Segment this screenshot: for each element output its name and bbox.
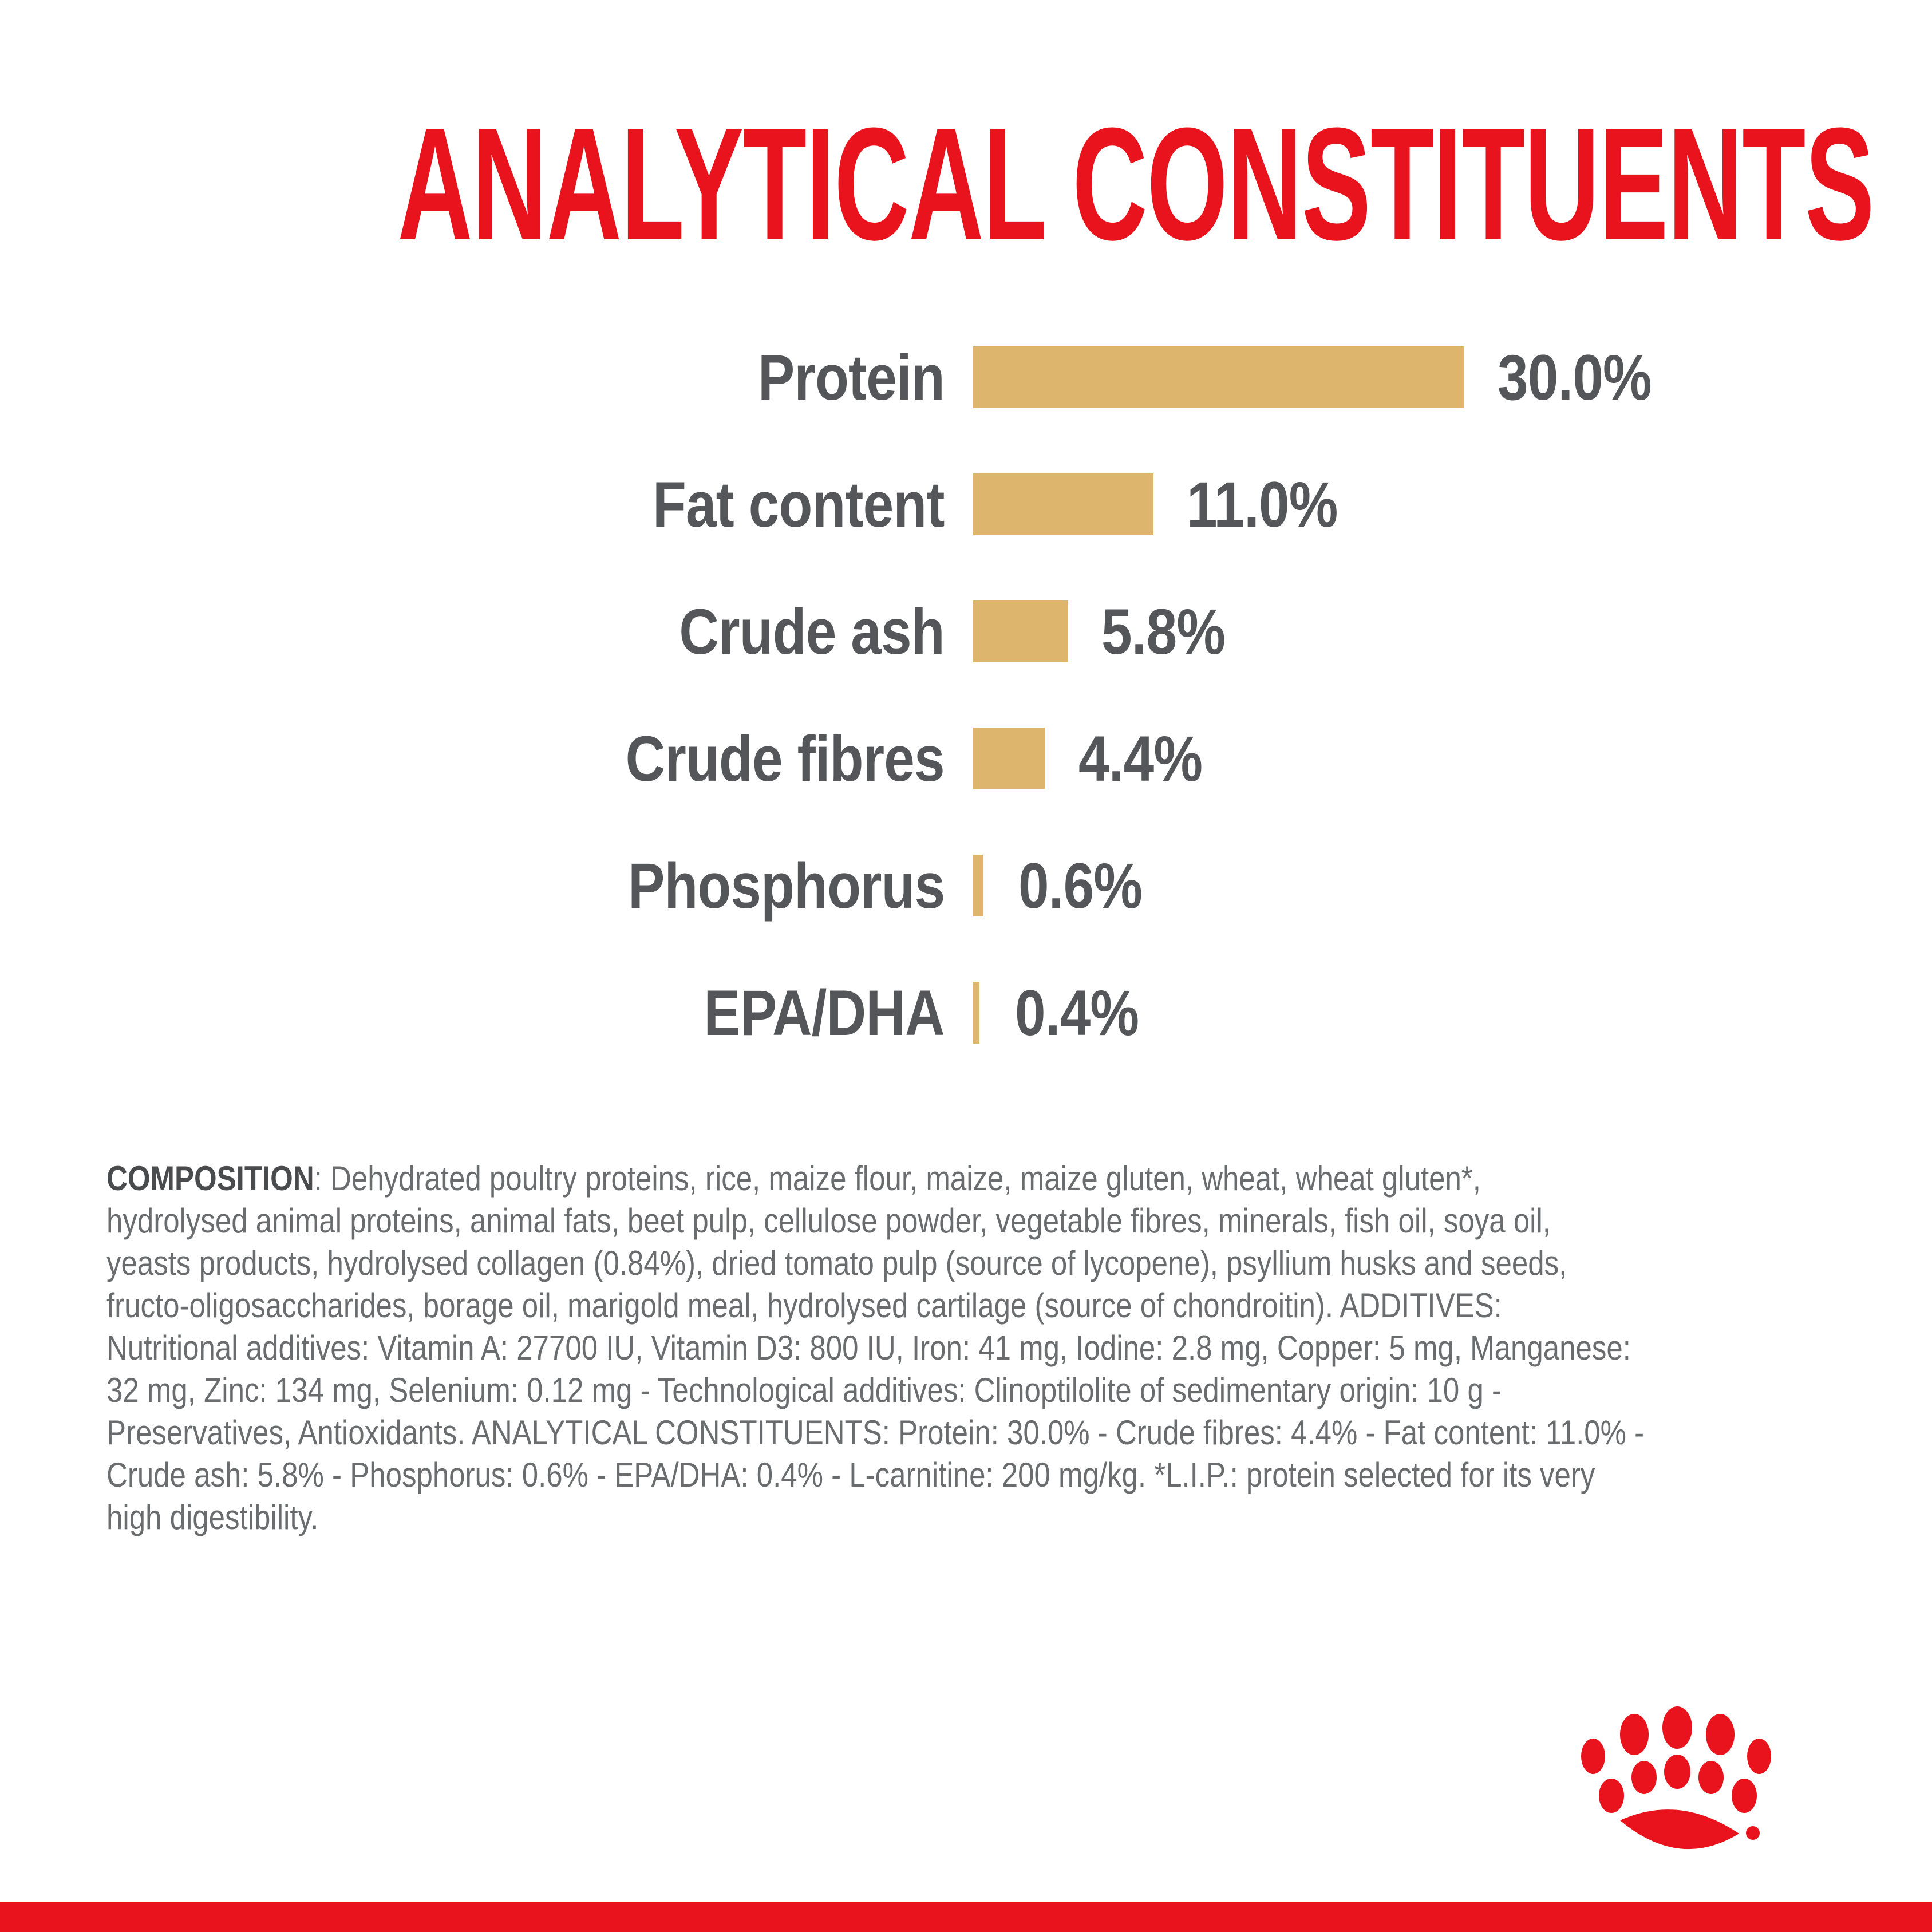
composition-line: Crude ash: 5.8% - Phosphorus: 0.6% - EPA… bbox=[106, 1454, 1904, 1496]
composition-line-text: Nutritional additives: Vitamin A: 27700 … bbox=[106, 1329, 1631, 1367]
chart-row: Protein 30.0% bbox=[0, 314, 1932, 441]
composition-line: fructo-oligosaccharides, borage oil, mar… bbox=[106, 1285, 1904, 1327]
royal-canin-crown-logo bbox=[1581, 1706, 1771, 1850]
value-label: 0.4% bbox=[1015, 977, 1139, 1049]
bar bbox=[973, 600, 1068, 662]
composition-line: hydrolysed animal proteins, animal fats,… bbox=[106, 1200, 1904, 1242]
category-cell: Fat content bbox=[0, 468, 945, 542]
crown-dots bbox=[1581, 1706, 1771, 1813]
composition-line-text: high digestibility. bbox=[106, 1498, 319, 1536]
analytical-chart: Protein 30.0% Fat content 11.0% Crude ash 5.8… bbox=[0, 314, 1932, 1076]
bar bbox=[973, 982, 979, 1044]
category-label: Phosphorus bbox=[627, 850, 945, 922]
composition-line-text: fructo-oligosaccharides, borage oil, mar… bbox=[106, 1286, 1502, 1325]
composition-line: Nutritional additives: Vitamin A: 27700 … bbox=[106, 1327, 1904, 1369]
composition-line: high digestibility. bbox=[106, 1496, 1904, 1539]
chart-row: Phosphorus 0.6% bbox=[0, 822, 1932, 949]
value-label: 5.8% bbox=[1101, 595, 1226, 667]
crown-crescent bbox=[1620, 1809, 1739, 1850]
category-label: Protein bbox=[758, 341, 945, 413]
composition-line: yeasts products, hydrolysed collagen (0.… bbox=[106, 1242, 1904, 1285]
value-label: 4.4% bbox=[1078, 722, 1203, 795]
composition-line: Preservatives, Antioxidants. ANALYTICAL … bbox=[106, 1412, 1904, 1454]
composition-line-text: Preservatives, Antioxidants. ANALYTICAL … bbox=[106, 1413, 1645, 1452]
composition-heading: COMPOSITION bbox=[106, 1159, 314, 1198]
chart-row: EPA/DHA 0.4% bbox=[0, 949, 1932, 1076]
category-label: Fat content bbox=[653, 468, 945, 540]
chart-row: Crude ash 5.8% bbox=[0, 568, 1932, 695]
composition-line-text: Crude ash: 5.8% - Phosphorus: 0.6% - EPA… bbox=[106, 1456, 1595, 1494]
value-label: 0.6% bbox=[1018, 850, 1143, 922]
page-title-text: ANALYTICAL CONSTITUENTS bbox=[397, 95, 1874, 274]
crown-crescent-ball bbox=[1746, 1826, 1760, 1840]
value-label: 11.0% bbox=[1187, 468, 1338, 540]
composition-line: 32 mg, Zinc: 134 mg, Selenium: 0.12 mg -… bbox=[106, 1369, 1904, 1412]
bar bbox=[973, 346, 1464, 408]
composition-line-text: : Dehydrated poultry proteins, rice, mai… bbox=[314, 1159, 1481, 1198]
bar bbox=[973, 473, 1153, 535]
footer-stripe bbox=[0, 1902, 1932, 1932]
composition-line-text: hydrolysed animal proteins, animal fats,… bbox=[106, 1202, 1551, 1240]
composition-line-text: 32 mg, Zinc: 134 mg, Selenium: 0.12 mg -… bbox=[106, 1371, 1502, 1409]
category-cell: Protein bbox=[0, 341, 945, 414]
bar bbox=[973, 728, 1045, 789]
category-cell: EPA/DHA bbox=[0, 976, 945, 1050]
category-cell: Phosphorus bbox=[0, 849, 945, 923]
page-title: ANALYTICAL CONSTITUENTS bbox=[0, 104, 1932, 264]
value-label: 30.0% bbox=[1498, 341, 1652, 413]
category-cell: Crude fibres bbox=[0, 722, 945, 796]
category-label: EPA/DHA bbox=[704, 977, 945, 1049]
composition-block: COMPOSITION: Dehydrated poultry proteins… bbox=[106, 1157, 1904, 1539]
chart-row: Fat content 11.0% bbox=[0, 441, 1932, 568]
composition-line-text: yeasts products, hydrolysed collagen (0.… bbox=[106, 1244, 1567, 1282]
category-label: Crude ash bbox=[679, 595, 945, 667]
category-cell: Crude ash bbox=[0, 595, 945, 669]
chart-row: Crude fibres 4.4% bbox=[0, 695, 1932, 822]
bar bbox=[973, 855, 983, 916]
category-label: Crude fibres bbox=[625, 722, 945, 795]
composition-line: COMPOSITION: Dehydrated poultry proteins… bbox=[106, 1157, 1904, 1200]
